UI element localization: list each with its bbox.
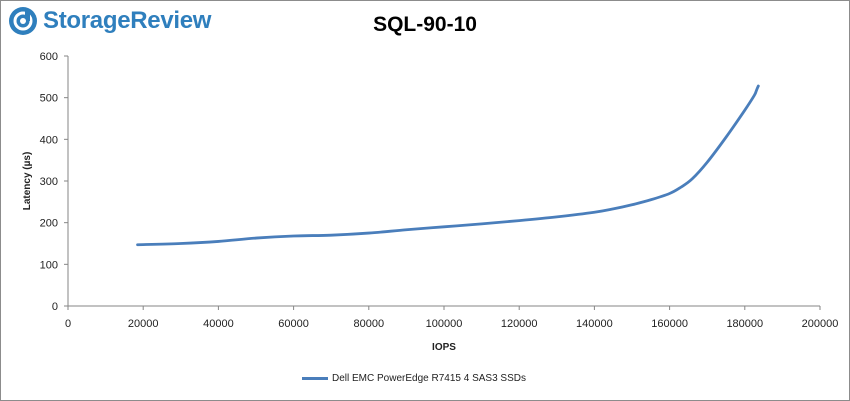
legend: Dell EMC PowerEdge R7415 4 SAS3 SSDs	[302, 373, 526, 384]
y-tick-label: 600	[40, 51, 58, 63]
y-axis-title: Latency (µs)	[22, 152, 33, 211]
legend-swatch	[302, 377, 328, 380]
x-tick-label: 60000	[278, 318, 309, 330]
x-tick-label: 80000	[354, 318, 385, 330]
legend-label: Dell EMC PowerEdge R7415 4 SAS3 SSDs	[332, 373, 526, 384]
x-tick-label: 40000	[203, 318, 234, 330]
y-tick-label: 300	[40, 176, 58, 188]
y-tick-label: 200	[40, 218, 58, 230]
chart-title: SQL-90-10	[373, 13, 477, 36]
y-tick-label: 400	[40, 134, 58, 146]
y-tick-label: 100	[40, 259, 58, 271]
x-tick-label: 120000	[501, 318, 538, 330]
x-axis-title: IOPS	[432, 342, 456, 353]
y-tick-label: 0	[52, 301, 58, 313]
x-tick-label: 100000	[426, 318, 463, 330]
storagereview-logo-icon	[9, 7, 37, 35]
x-tick-label: 160000	[651, 318, 688, 330]
brand-logo: StorageReview	[8, 6, 211, 36]
x-tick-label: 20000	[128, 318, 159, 330]
x-tick-label: 140000	[576, 318, 613, 330]
brand-name: StorageReview	[43, 7, 212, 34]
x-tick-label: 0	[65, 318, 71, 330]
x-tick-label: 200000	[802, 318, 839, 330]
series-line	[136, 84, 760, 247]
y-tick-label: 500	[40, 93, 58, 105]
x-tick-label: 180000	[726, 318, 763, 330]
